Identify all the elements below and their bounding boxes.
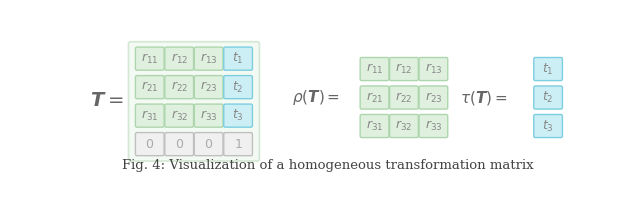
FancyBboxPatch shape [195, 104, 223, 127]
Text: $r_{32}$: $r_{32}$ [396, 119, 413, 133]
Text: $r_{22}$: $r_{22}$ [170, 80, 188, 94]
Text: $t_3$: $t_3$ [542, 118, 554, 134]
FancyBboxPatch shape [224, 76, 252, 99]
FancyBboxPatch shape [195, 47, 223, 70]
Text: $r_{31}$: $r_{31}$ [366, 119, 383, 133]
FancyBboxPatch shape [224, 133, 252, 156]
Text: $t_2$: $t_2$ [542, 90, 554, 105]
Text: $r_{12}$: $r_{12}$ [170, 52, 188, 66]
FancyBboxPatch shape [195, 76, 223, 99]
Text: $0$: $0$ [204, 138, 213, 151]
FancyBboxPatch shape [360, 86, 389, 109]
Text: $r_{23}$: $r_{23}$ [200, 80, 218, 94]
Text: $0$: $0$ [175, 138, 184, 151]
FancyBboxPatch shape [195, 133, 223, 156]
FancyBboxPatch shape [136, 104, 164, 127]
Text: $r_{13}$: $r_{13}$ [424, 62, 442, 76]
Text: $\boldsymbol{T}=$: $\boldsymbol{T}=$ [90, 92, 124, 110]
Text: $r_{22}$: $r_{22}$ [396, 90, 413, 105]
Text: $r_{21}$: $r_{21}$ [366, 90, 383, 105]
FancyBboxPatch shape [136, 133, 164, 156]
Text: $r_{13}$: $r_{13}$ [200, 52, 218, 66]
FancyBboxPatch shape [224, 47, 252, 70]
FancyBboxPatch shape [534, 57, 563, 81]
FancyBboxPatch shape [136, 47, 164, 70]
Text: Fig. 4: Visualization of a homogeneous transformation matrix: Fig. 4: Visualization of a homogeneous t… [122, 159, 534, 172]
Text: $r_{12}$: $r_{12}$ [396, 62, 413, 76]
FancyBboxPatch shape [534, 86, 563, 109]
FancyBboxPatch shape [360, 57, 389, 81]
FancyBboxPatch shape [419, 86, 448, 109]
FancyBboxPatch shape [360, 114, 389, 138]
Text: $r_{23}$: $r_{23}$ [424, 90, 442, 105]
FancyBboxPatch shape [165, 76, 193, 99]
FancyBboxPatch shape [419, 114, 448, 138]
Text: $r_{33}$: $r_{33}$ [200, 109, 218, 123]
FancyBboxPatch shape [129, 42, 259, 161]
FancyBboxPatch shape [136, 76, 164, 99]
FancyBboxPatch shape [534, 114, 563, 138]
FancyBboxPatch shape [390, 114, 419, 138]
Text: $r_{33}$: $r_{33}$ [424, 119, 442, 133]
Text: $\tau(\boldsymbol{T})=$: $\tau(\boldsymbol{T})=$ [460, 89, 508, 107]
Text: $1$: $1$ [234, 138, 243, 151]
FancyBboxPatch shape [165, 104, 193, 127]
Text: $t_1$: $t_1$ [232, 51, 244, 66]
FancyBboxPatch shape [390, 86, 419, 109]
Text: $r_{21}$: $r_{21}$ [141, 80, 159, 94]
Text: $r_{32}$: $r_{32}$ [170, 109, 188, 123]
Text: $r_{11}$: $r_{11}$ [366, 62, 383, 76]
Text: $r_{11}$: $r_{11}$ [141, 52, 159, 66]
FancyBboxPatch shape [224, 104, 252, 127]
FancyBboxPatch shape [165, 47, 193, 70]
Text: $r_{31}$: $r_{31}$ [141, 109, 159, 123]
FancyBboxPatch shape [165, 133, 193, 156]
Text: $t_2$: $t_2$ [232, 80, 244, 95]
Text: $t_3$: $t_3$ [232, 108, 244, 123]
Text: $t_1$: $t_1$ [542, 61, 554, 77]
FancyBboxPatch shape [419, 57, 448, 81]
Text: $\rho(\boldsymbol{T})=$: $\rho(\boldsymbol{T})=$ [292, 88, 340, 107]
FancyBboxPatch shape [390, 57, 419, 81]
Text: $0$: $0$ [145, 138, 154, 151]
